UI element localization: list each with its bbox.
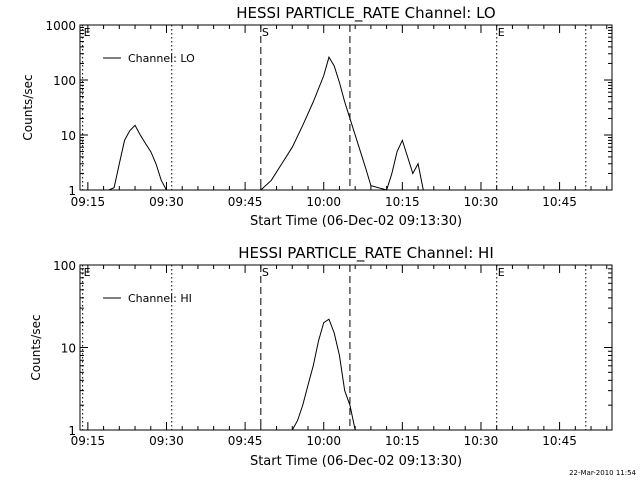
lo-chart-title: HESSI PARTICLE_RATE Channel: LO bbox=[236, 4, 495, 23]
hi-y-tick-label: 10 bbox=[61, 342, 76, 356]
hi-y-tick-label: 1 bbox=[68, 424, 76, 438]
lo-x-tick-label: 09:15 bbox=[71, 195, 106, 209]
hi-marker-label: S bbox=[262, 266, 269, 279]
hi-marker-label: E bbox=[84, 266, 91, 279]
hi-x-tick-label: 09:15 bbox=[71, 434, 106, 448]
hi-x-tick-label: 10:45 bbox=[542, 434, 577, 448]
hi-marker-label: E bbox=[498, 266, 505, 279]
lo-y-axis-label: Counts/sec bbox=[21, 74, 35, 140]
lo-x-tick-label: 10:30 bbox=[464, 195, 499, 209]
hi-x-tick-label: 10:15 bbox=[385, 434, 420, 448]
lo-plot-frame bbox=[79, 24, 613, 191]
lo-y-tick-label: 100 bbox=[53, 74, 76, 88]
lo-x-tick-label: 10:00 bbox=[306, 195, 341, 209]
hi-y-axis-label: Counts/sec bbox=[29, 314, 43, 380]
lo-x-axis-label: Start Time (06-Dec-02 09:13:30) bbox=[250, 214, 462, 229]
lo-marker-label: E bbox=[84, 26, 91, 39]
hi-x-tick-label: 09:30 bbox=[149, 434, 184, 448]
hi-series-line bbox=[291, 318, 356, 431]
hi-x-tick-label: 10:00 bbox=[306, 434, 341, 448]
timestamp-footer: 22-Mar-2010 11:54 bbox=[569, 469, 636, 477]
lo-y-tick-label: 10 bbox=[61, 129, 76, 143]
lo-x-tick-label: 09:45 bbox=[228, 195, 263, 209]
hi-plot-frame bbox=[79, 264, 613, 431]
lo-y-tick-label: 1 bbox=[68, 184, 76, 198]
hi-legend-label: Channel: HI bbox=[128, 292, 192, 305]
lo-legend-label: Channel: LO bbox=[128, 52, 195, 65]
hi-y-tick-label: 100 bbox=[53, 259, 76, 273]
lo-x-tick-label: 10:15 bbox=[385, 195, 420, 209]
lo-marker-label: E bbox=[498, 26, 505, 39]
lo-x-tick-label: 09:30 bbox=[149, 195, 184, 209]
lo-y-tick-label: 1000 bbox=[45, 19, 76, 33]
hi-x-tick-label: 10:30 bbox=[464, 434, 499, 448]
hi-x-axis-label: Start Time (06-Dec-02 09:13:30) bbox=[250, 454, 462, 469]
hi-chart-title: HESSI PARTICLE_RATE Channel: HI bbox=[238, 244, 494, 263]
hi-x-tick-label: 09:45 bbox=[228, 434, 263, 448]
lo-marker-label: S bbox=[262, 26, 269, 39]
lo-x-tick-label: 10:45 bbox=[542, 195, 577, 209]
lo-series-line bbox=[260, 55, 424, 191]
lo-series-line bbox=[87, 124, 167, 191]
